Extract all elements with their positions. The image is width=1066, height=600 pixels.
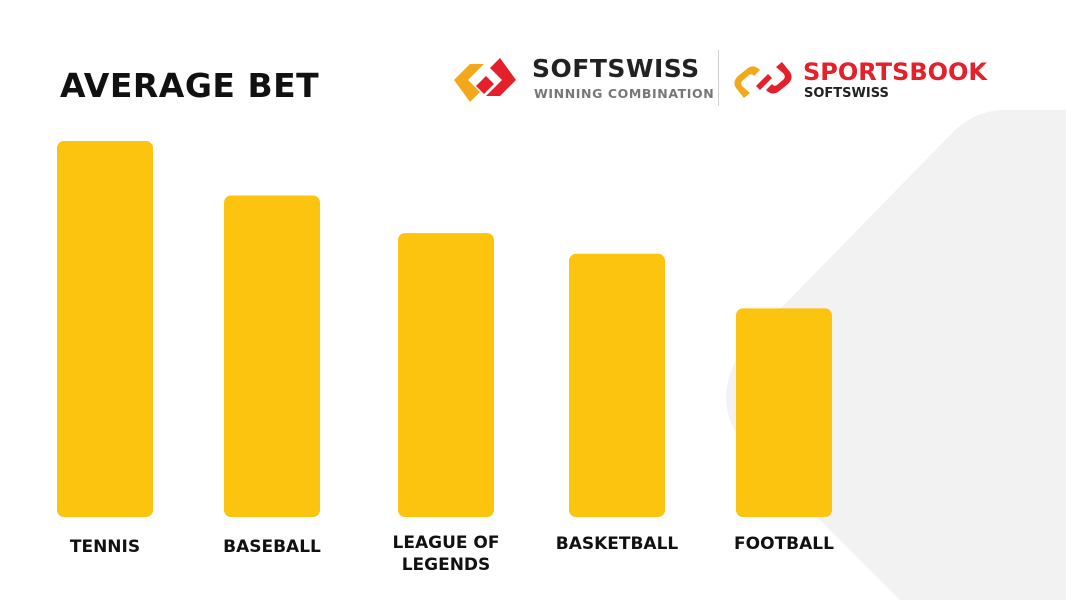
sportsbook-chain-logo-icon (734, 62, 792, 98)
softswiss-brand-name: SOFTSWISS (532, 54, 700, 83)
softswiss-tagline: WINNING COMBINATION (534, 86, 715, 101)
logo-divider (718, 50, 719, 106)
category-label-league-of-legends: LEAGUE OF LEGENDS (393, 533, 500, 575)
category-label-baseball: BASEBALL (223, 537, 321, 557)
bar-football (736, 308, 832, 517)
bar-tennis (57, 141, 153, 517)
sportsbook-sub-brand: SOFTSWISS (804, 86, 889, 101)
sportsbook-logo: SPORTSBOOK SOFTSWISS (730, 56, 1000, 106)
softswiss-chain-logo-icon (454, 58, 516, 102)
category-label-tennis: TENNIS (70, 537, 140, 557)
sportsbook-brand-name: SPORTSBOOK (803, 58, 988, 86)
category-label-football: FOOTBALL (734, 534, 834, 554)
bar-basketball (569, 253, 665, 518)
category-label-basketball: BASKETBALL (556, 534, 679, 554)
softswiss-logo: SOFTSWISS WINNING COMBINATION (450, 50, 714, 110)
chart-title: AVERAGE BET (60, 66, 320, 105)
category-labels-group: TENNIS BASEBALL LEAGUE OF LEGENDS BASKETBALL… (70, 533, 834, 575)
bar-league-of-legends (398, 233, 494, 517)
bars-group (57, 141, 832, 518)
bar-baseball (224, 195, 320, 517)
